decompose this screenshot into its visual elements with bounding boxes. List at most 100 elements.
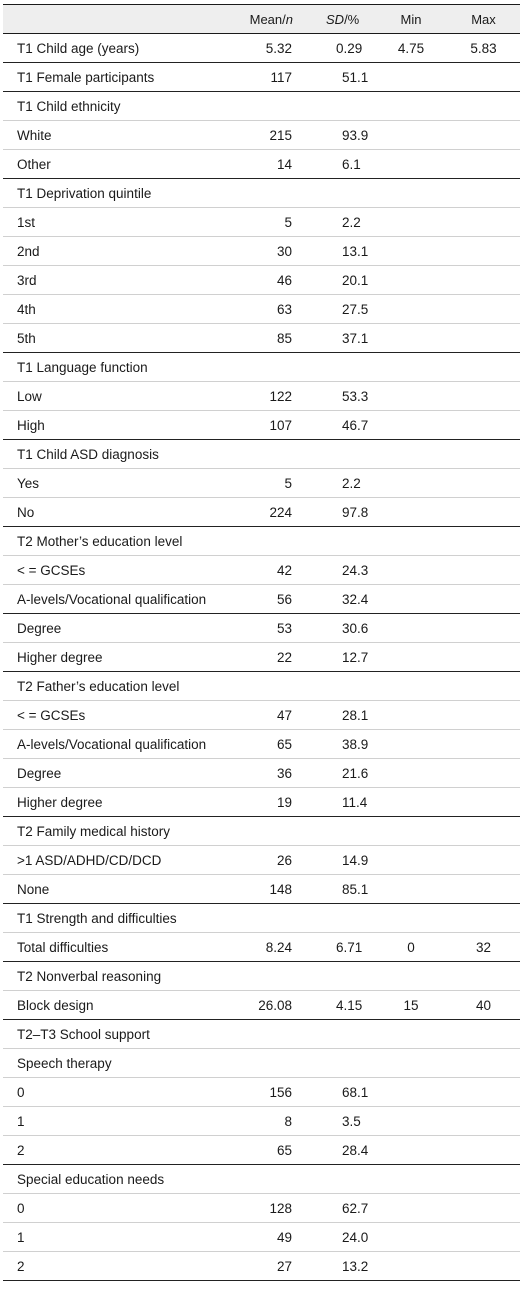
row-min bbox=[375, 120, 447, 150]
row-mean-n: 8.24 bbox=[235, 932, 295, 962]
row-sd-percent bbox=[295, 178, 375, 208]
header-sd-percent: SD/% bbox=[295, 4, 375, 34]
row-mean-n: 63 bbox=[235, 294, 295, 324]
row-mean-n: 128 bbox=[235, 1193, 295, 1223]
table-row: Yes 5 2.2 bbox=[3, 468, 520, 498]
row-mean-n: 22 bbox=[235, 642, 295, 672]
row-mean-n: 65 bbox=[235, 729, 295, 759]
row-min bbox=[375, 961, 447, 991]
row-max bbox=[447, 1222, 520, 1252]
table-row: T2–T3 School support bbox=[3, 1019, 520, 1049]
header-variable-cell bbox=[3, 4, 235, 34]
table-header: Mean/n SD/% Min Max bbox=[3, 4, 520, 34]
row-label: 0 bbox=[3, 1077, 235, 1107]
table-row: A-levels/Vocational qualification 56 32.4 bbox=[3, 584, 520, 614]
row-mean-n bbox=[235, 1048, 295, 1078]
row-sd-percent: 27.5 bbox=[295, 294, 375, 324]
row-min bbox=[375, 1135, 447, 1165]
row-sd-percent: 28.4 bbox=[295, 1135, 375, 1165]
row-sd-percent: 3.5 bbox=[295, 1106, 375, 1136]
row-label: White bbox=[3, 120, 235, 150]
row-label: High bbox=[3, 410, 235, 440]
row-min bbox=[375, 1222, 447, 1252]
table-row: T1 Strength and difficulties bbox=[3, 903, 520, 933]
row-min bbox=[375, 526, 447, 556]
row-max bbox=[447, 91, 520, 121]
row-sd-percent: 21.6 bbox=[295, 758, 375, 788]
row-mean-n: 47 bbox=[235, 700, 295, 730]
row-mean-n: 14 bbox=[235, 149, 295, 179]
row-max bbox=[447, 1251, 520, 1281]
header-row: Mean/n SD/% Min Max bbox=[3, 4, 520, 34]
header-max: Max bbox=[447, 4, 520, 34]
row-sd-percent: 12.7 bbox=[295, 642, 375, 672]
row-label: 3rd bbox=[3, 265, 235, 295]
row-max bbox=[447, 845, 520, 875]
table-row: None 148 85.1 bbox=[3, 874, 520, 904]
table-row: Degree 53 30.6 bbox=[3, 613, 520, 643]
row-min bbox=[375, 149, 447, 179]
row-max bbox=[447, 439, 520, 469]
row-min bbox=[375, 1193, 447, 1223]
row-max bbox=[447, 1019, 520, 1049]
row-min bbox=[375, 178, 447, 208]
row-mean-n bbox=[235, 961, 295, 991]
row-min: 15 bbox=[375, 990, 447, 1020]
row-min bbox=[375, 497, 447, 527]
row-label: T2 Father’s education level bbox=[3, 671, 235, 701]
row-max bbox=[447, 1135, 520, 1165]
row-mean-n: 8 bbox=[235, 1106, 295, 1136]
row-min bbox=[375, 62, 447, 92]
row-max bbox=[447, 1048, 520, 1078]
row-max bbox=[447, 236, 520, 266]
row-label: 4th bbox=[3, 294, 235, 324]
row-sd-percent bbox=[295, 816, 375, 846]
row-sd-percent bbox=[295, 1019, 375, 1049]
row-sd-percent: 13.2 bbox=[295, 1251, 375, 1281]
row-mean-n: 148 bbox=[235, 874, 295, 904]
row-label: 1st bbox=[3, 207, 235, 237]
row-mean-n: 49 bbox=[235, 1222, 295, 1252]
row-mean-n bbox=[235, 1164, 295, 1194]
row-sd-percent: 4.15 bbox=[295, 990, 375, 1020]
table-row: White 215 93.9 bbox=[3, 120, 520, 150]
row-min bbox=[375, 265, 447, 295]
row-label: Other bbox=[3, 149, 235, 179]
row-mean-n bbox=[235, 352, 295, 382]
table-row: Block design 26.08 4.15 15 40 bbox=[3, 990, 520, 1020]
row-sd-percent: 51.1 bbox=[295, 62, 375, 92]
table-row: T1 Female participants 117 51.1 bbox=[3, 62, 520, 92]
row-mean-n: 46 bbox=[235, 265, 295, 295]
table-row: High 107 46.7 bbox=[3, 410, 520, 440]
table-row: 0 128 62.7 bbox=[3, 1193, 520, 1223]
row-min bbox=[375, 294, 447, 324]
table-row: 2nd 30 13.1 bbox=[3, 236, 520, 266]
table-row: Special education needs bbox=[3, 1164, 520, 1194]
table-row: Higher degree 19 11.4 bbox=[3, 787, 520, 817]
table-row: T2 Mother’s education level bbox=[3, 526, 520, 556]
row-min bbox=[375, 468, 447, 498]
row-sd-percent: 53.3 bbox=[295, 381, 375, 411]
row-mean-n bbox=[235, 671, 295, 701]
row-max bbox=[447, 62, 520, 92]
table-row: Speech therapy bbox=[3, 1048, 520, 1078]
row-sd-percent: 37.1 bbox=[295, 323, 375, 353]
row-max bbox=[447, 178, 520, 208]
row-max bbox=[447, 1193, 520, 1223]
row-max bbox=[447, 903, 520, 933]
row-max bbox=[447, 874, 520, 904]
row-label: T2–T3 School support bbox=[3, 1019, 235, 1049]
row-label: Block design bbox=[3, 990, 235, 1020]
row-max bbox=[447, 816, 520, 846]
row-label: Degree bbox=[3, 758, 235, 788]
row-sd-percent: 62.7 bbox=[295, 1193, 375, 1223]
row-min bbox=[375, 1251, 447, 1281]
table-row: Other 14 6.1 bbox=[3, 149, 520, 179]
row-label: Special education needs bbox=[3, 1164, 235, 1194]
row-label: T2 Nonverbal reasoning bbox=[3, 961, 235, 991]
row-sd-percent bbox=[295, 671, 375, 701]
row-max: 40 bbox=[447, 990, 520, 1020]
table-row: 3rd 46 20.1 bbox=[3, 265, 520, 295]
row-min bbox=[375, 1077, 447, 1107]
table-row: 2 27 13.2 bbox=[3, 1251, 520, 1281]
